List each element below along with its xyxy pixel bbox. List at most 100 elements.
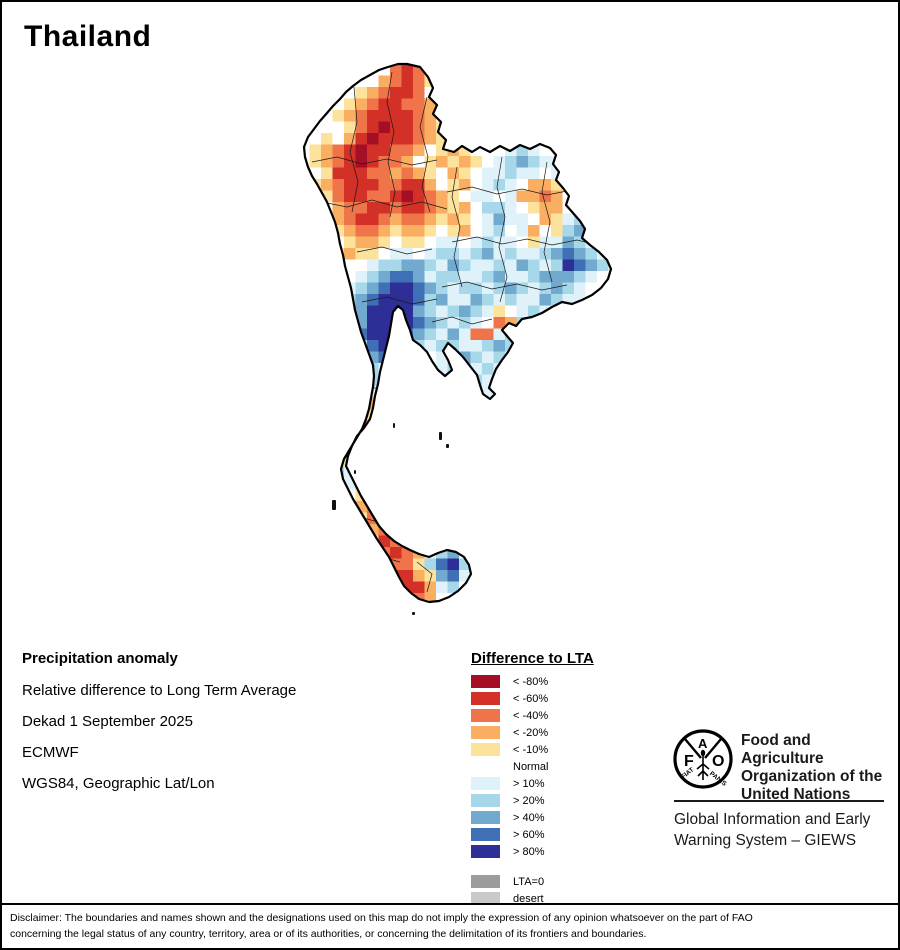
map-cell — [424, 271, 436, 283]
map-cell — [401, 98, 413, 110]
legend-swatch — [471, 811, 500, 824]
map-cell — [344, 478, 356, 490]
legend-entry: > 40% — [471, 809, 621, 826]
map-cell — [436, 156, 448, 168]
island-mark — [412, 612, 415, 615]
map-cell — [459, 259, 471, 271]
map-cell — [344, 190, 356, 202]
map-cell — [539, 248, 551, 260]
map-cell — [424, 259, 436, 271]
map-cell — [424, 305, 436, 317]
map-cell — [355, 282, 367, 294]
map-cell — [424, 282, 436, 294]
map-cell — [470, 340, 482, 352]
map-cell — [355, 225, 367, 237]
map-cell — [413, 351, 425, 363]
island-mark — [446, 444, 449, 448]
province-border-line — [361, 431, 381, 439]
map-cell — [321, 317, 333, 329]
map-cell — [470, 328, 482, 340]
map-cell — [516, 190, 528, 202]
giews-line-2: Warning System – GIEWS — [674, 832, 857, 849]
map-cell — [378, 524, 390, 536]
map-cell — [470, 236, 482, 248]
map-cell — [355, 317, 367, 329]
province-border-line — [431, 316, 493, 325]
map-cell — [355, 190, 367, 202]
map-cell — [551, 225, 563, 237]
map-cell — [401, 87, 413, 99]
map-cell — [413, 524, 425, 536]
map-cell — [597, 213, 609, 225]
map-cell — [447, 547, 459, 559]
map-cell — [367, 328, 379, 340]
map-cell — [459, 179, 471, 191]
giews-line-1: Global Information and Early — [674, 811, 871, 828]
map-cell — [413, 558, 425, 570]
map-cell — [378, 420, 390, 432]
map-cell — [413, 317, 425, 329]
map-cell — [321, 305, 333, 317]
map-cell — [390, 121, 402, 133]
map-cell — [447, 190, 459, 202]
map-cell — [424, 328, 436, 340]
map-cell — [378, 455, 390, 467]
map-cell — [551, 213, 563, 225]
map-cell — [505, 282, 517, 294]
province-border-line — [349, 86, 359, 213]
map-cell — [378, 409, 390, 421]
map-cell — [551, 282, 563, 294]
map-cell — [482, 294, 494, 306]
map-cell — [401, 225, 413, 237]
map-cell — [562, 236, 574, 248]
map-cell — [493, 179, 505, 191]
map-cell — [401, 271, 413, 283]
map-cell — [390, 133, 402, 145]
map-cell — [574, 179, 586, 191]
map-cell — [459, 167, 471, 179]
map-cell — [424, 317, 436, 329]
map-cell — [516, 213, 528, 225]
map-cell — [482, 282, 494, 294]
map-cell — [516, 167, 528, 179]
map-cell — [344, 340, 356, 352]
map-cell — [390, 340, 402, 352]
map-cell — [482, 236, 494, 248]
map-cell — [459, 340, 471, 352]
fao-logo-letter-o: O — [712, 753, 724, 770]
map-cell — [528, 317, 540, 329]
legend-label: < -80% — [513, 675, 549, 688]
map-cell — [321, 213, 333, 225]
map-cell — [447, 156, 459, 168]
map-cell — [332, 110, 344, 122]
map-cell — [493, 248, 505, 260]
map-cell — [390, 190, 402, 202]
map-cell — [413, 271, 425, 283]
map-cell — [355, 386, 367, 398]
map-cell — [332, 202, 344, 214]
map-cell — [378, 386, 390, 398]
map-cell — [597, 259, 609, 271]
legend-entry: LTA=0 — [471, 873, 621, 890]
map-cell — [378, 397, 390, 409]
map-cell — [413, 225, 425, 237]
map-cell — [459, 156, 471, 168]
map-cell — [355, 501, 367, 513]
legend-entry: desert — [471, 890, 621, 907]
map-cell — [424, 340, 436, 352]
map-cell — [401, 167, 413, 179]
map-cell — [344, 420, 356, 432]
map-cell — [493, 156, 505, 168]
map-cell — [390, 524, 402, 536]
map-cell — [493, 213, 505, 225]
legend-label: > 40% — [513, 811, 545, 824]
map-cell — [401, 110, 413, 122]
province-border-line — [386, 71, 396, 218]
map-cell — [390, 87, 402, 99]
map-cell — [470, 282, 482, 294]
map-cell — [401, 75, 413, 87]
map-cell — [539, 202, 551, 214]
map-cell — [447, 294, 459, 306]
map-cell — [470, 305, 482, 317]
map-cell — [367, 190, 379, 202]
